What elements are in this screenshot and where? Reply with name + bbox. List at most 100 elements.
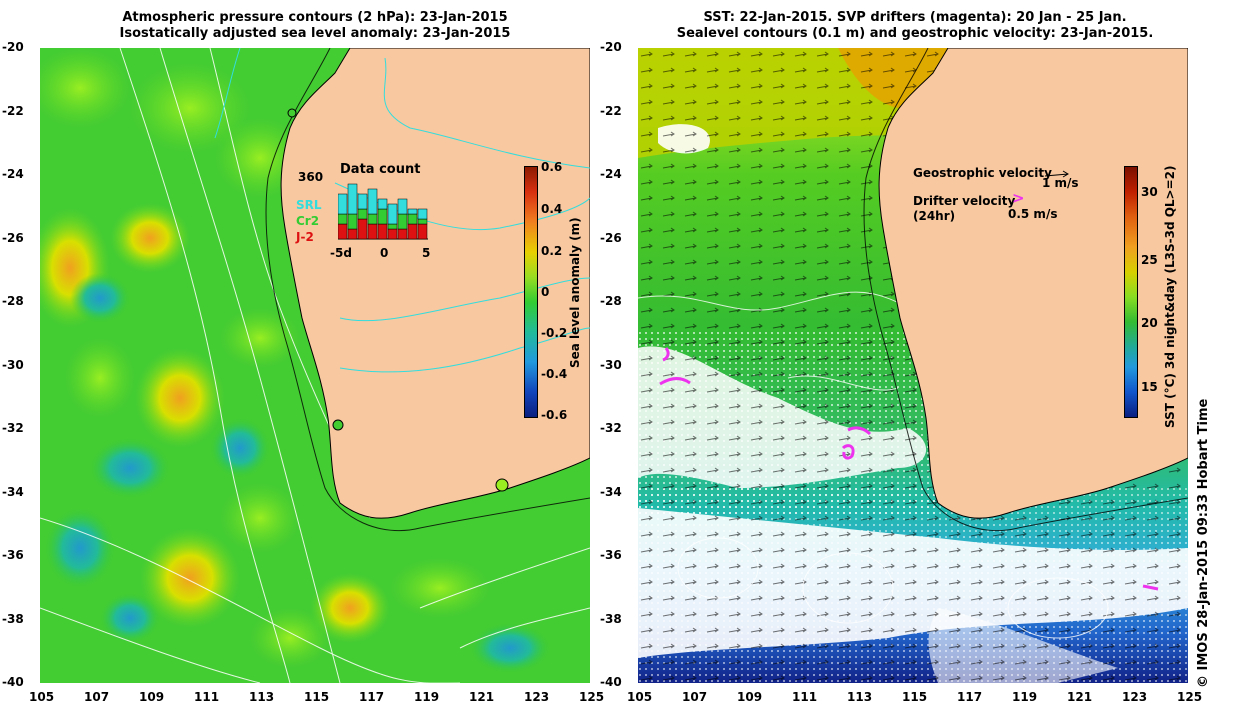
coastal-station-marker bbox=[287, 108, 297, 118]
histogram-bar-cr2 bbox=[387, 223, 398, 230]
histogram-bar-cr2 bbox=[417, 218, 428, 225]
latitude-tick-label: -32 bbox=[600, 421, 622, 435]
longitude-tick-label: 115 bbox=[304, 690, 330, 704]
drifter-velocity-sub: (24hr) bbox=[913, 209, 956, 223]
latitude-tick-label: -36 bbox=[600, 548, 622, 562]
latitude-tick-label: -24 bbox=[2, 167, 24, 181]
longitude-tick-label: 121 bbox=[469, 690, 495, 704]
coastal-station-marker bbox=[332, 419, 344, 431]
latitude-tick-label: -26 bbox=[2, 230, 24, 245]
inset-title: Data count bbox=[340, 162, 421, 177]
longitude-tick-label: 123 bbox=[1122, 690, 1148, 704]
right-title-line2: Sealevel contours (0.1 m) and geostrophi… bbox=[676, 26, 1154, 41]
histogram-bar-cr2 bbox=[377, 208, 388, 225]
sla-tick: -0.2 bbox=[541, 326, 568, 340]
sst-colorbar-label: SST (°C) 3d night&day (L3S-3d QL>=2) bbox=[1163, 165, 1177, 429]
longitude-tick-label: 123 bbox=[524, 690, 550, 704]
histogram-bar-j2 bbox=[417, 223, 428, 240]
longitude-tick-label: 107 bbox=[682, 690, 708, 704]
histogram-bar-srl bbox=[407, 208, 418, 215]
latitude-tick-label: -20 bbox=[2, 40, 24, 54]
latitude-tick-label: -38 bbox=[2, 611, 24, 626]
latitude-tick-label: -30 bbox=[600, 357, 622, 372]
histogram-bar-srl bbox=[417, 208, 428, 220]
sla-colorbar-label: Sea level anomaly (m) bbox=[568, 217, 582, 368]
latitude-tick-label: -28 bbox=[600, 294, 622, 308]
coastal-station-marker bbox=[495, 478, 509, 492]
inset-count-label: 360 bbox=[298, 170, 324, 184]
inset-xtick: 5 bbox=[422, 246, 431, 260]
latitude-tick-label: -22 bbox=[600, 103, 622, 118]
geostrophic-velocity-label: Geostrophic velocity bbox=[913, 166, 1052, 180]
right-map-panel bbox=[638, 48, 1188, 683]
latitude-tick-label: -40 bbox=[2, 675, 24, 689]
sla-tick: 0.2 bbox=[541, 244, 563, 258]
longitude-tick-label: 109 bbox=[737, 690, 763, 704]
histogram-bar-srl bbox=[338, 193, 348, 215]
latitude-tick-label: -34 bbox=[600, 484, 622, 499]
histogram-bar-cr2 bbox=[357, 208, 368, 220]
sst-tick: 20 bbox=[1141, 316, 1158, 330]
longitude-tick-label: 117 bbox=[957, 690, 983, 704]
left-title-line1: Atmospheric pressure contours (2 hPa): 2… bbox=[122, 10, 508, 25]
drifter-scale: 0.5 m/s bbox=[1008, 207, 1058, 221]
latitude-tick-label: -28 bbox=[2, 294, 24, 308]
histogram-bar-j2 bbox=[338, 223, 348, 240]
latitude-tick-label: -20 bbox=[600, 40, 622, 54]
shelf-contour bbox=[863, 48, 1188, 532]
longitude-tick-label: 113 bbox=[847, 690, 873, 704]
latitude-tick-label: -24 bbox=[600, 167, 622, 181]
latitude-tick-label: -34 bbox=[2, 484, 24, 499]
latitude-tick-label: -22 bbox=[2, 103, 24, 118]
inset-xtick: 0 bbox=[380, 246, 389, 260]
histogram-bar-cr2 bbox=[407, 213, 418, 225]
longitude-tick-label: 125 bbox=[1177, 690, 1203, 704]
histogram-bar-j2 bbox=[407, 223, 418, 240]
left-title-line2: Isostatically adjusted sea level anomaly… bbox=[119, 26, 511, 41]
inset-legend-srl: SRL bbox=[296, 198, 322, 212]
histogram-bar-srl bbox=[357, 193, 368, 210]
longitude-tick-label: 107 bbox=[84, 690, 110, 704]
sst-tick: 30 bbox=[1141, 185, 1158, 199]
anomaly-blobs bbox=[40, 48, 550, 673]
sla-tick: -0.4 bbox=[541, 367, 568, 381]
latitude-tick-label: -36 bbox=[2, 548, 24, 562]
drifter-arrow-icon: > bbox=[1012, 189, 1025, 207]
latitude-tick-label: -32 bbox=[2, 421, 24, 435]
right-title-line1: SST: 22-Jan-2015. SVP drifters (magenta)… bbox=[703, 10, 1127, 25]
geostrophic-arrow-icon bbox=[1044, 170, 1069, 178]
histogram-bar-j2 bbox=[367, 223, 378, 240]
australia-landmass bbox=[280, 48, 590, 519]
histogram-bar-cr2 bbox=[338, 213, 348, 225]
histogram-bar-srl bbox=[387, 203, 398, 225]
latitude-tick-label: -38 bbox=[600, 611, 622, 626]
australia-landmass bbox=[878, 48, 1188, 519]
inset-xtick: -5d bbox=[330, 246, 352, 260]
histogram-bar-srl bbox=[347, 183, 358, 215]
latitude-tick-label: -40 bbox=[600, 675, 622, 689]
longitude-tick-label: 109 bbox=[139, 690, 165, 704]
histogram-bar-cr2 bbox=[367, 213, 378, 225]
imos-credit: © IMOS 28-Jan-2015 09:33 Hobart Time bbox=[1196, 398, 1211, 688]
longitude-tick-label: 113 bbox=[249, 690, 275, 704]
sla-tick: 0 bbox=[541, 285, 550, 299]
sla-tick: -0.6 bbox=[541, 408, 568, 422]
sea-level-contours bbox=[638, 291, 1109, 639]
longitude-tick-label: 115 bbox=[902, 690, 928, 704]
histogram-bar-srl bbox=[377, 198, 388, 210]
drifter-velocity-label: Drifter velocity bbox=[913, 194, 1016, 208]
geostrophic-scale: 1 m/s bbox=[1042, 176, 1079, 190]
histogram-bar-cr2 bbox=[347, 213, 358, 230]
histogram-bar-srl bbox=[367, 188, 378, 215]
histogram-bar-j2 bbox=[397, 228, 408, 240]
histogram-bar-j2 bbox=[357, 218, 368, 240]
data-count-histogram bbox=[338, 183, 428, 240]
inset-legend-cr2: Cr2 bbox=[296, 214, 320, 228]
sla-tick: 0.4 bbox=[541, 202, 563, 216]
inset-legend-j2: J-2 bbox=[296, 230, 314, 244]
histogram-bar-j2 bbox=[387, 228, 398, 240]
sea-level-colorbar bbox=[524, 166, 538, 418]
longitude-tick-label: 105 bbox=[627, 690, 653, 704]
sst-colorbar bbox=[1124, 166, 1138, 418]
longitude-tick-label: 119 bbox=[1012, 690, 1038, 704]
